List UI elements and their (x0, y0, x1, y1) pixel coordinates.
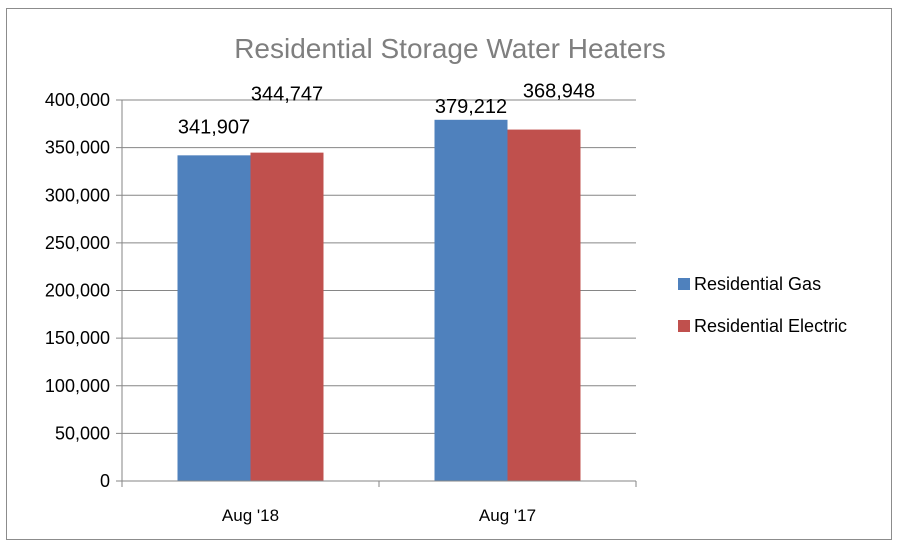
y-tick-label: 300,000 (45, 185, 110, 205)
y-tick-label: 100,000 (45, 376, 110, 396)
legend-swatch (678, 320, 690, 332)
x-axis: Aug '18 Aug '17 (121, 480, 637, 525)
y-tick-label: 350,000 (45, 138, 110, 158)
legend: Residential Gas Residential Electric (678, 274, 847, 336)
legend-label: Residential Gas (694, 274, 821, 294)
bars (177, 119, 581, 481)
data-label: 368,948 (523, 81, 595, 103)
y-tick-label: 50,000 (55, 423, 110, 443)
y-tick-label: 200,000 (45, 281, 110, 301)
chart-title: Residential Storage Water Heaters (234, 33, 666, 64)
data-label: 341,907 (178, 116, 250, 138)
bar-residential-gas (434, 119, 508, 481)
x-tick-label: Aug '18 (222, 506, 279, 525)
y-tick-label: 150,000 (45, 328, 110, 348)
y-tick-label: 400,000 (45, 90, 110, 110)
bar-residential-gas (177, 155, 251, 481)
legend-label: Residential Electric (694, 316, 847, 336)
data-label: 379,212 (435, 96, 507, 118)
y-tick-label: 250,000 (45, 233, 110, 253)
bar-residential-electric (250, 152, 324, 481)
y-tick-label: 0 (100, 471, 110, 491)
y-axis: 0 50,000 100,000 150,000 200,000 250,000 300,0… (45, 90, 123, 491)
x-tick-label: Aug '17 (479, 506, 536, 525)
legend-swatch (678, 278, 690, 290)
bar-residential-electric (507, 129, 581, 481)
data-label: 344,747 (251, 84, 323, 106)
